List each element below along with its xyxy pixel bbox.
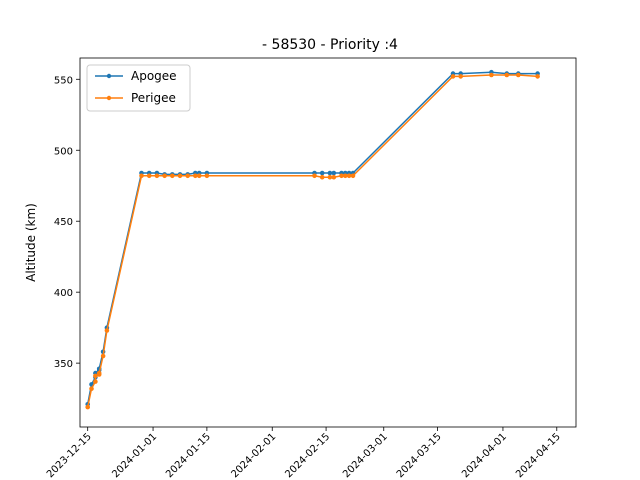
y-tick-label: 550 (54, 75, 73, 86)
y-tick-label: 400 (54, 288, 73, 299)
data-point-perigee (100, 353, 106, 359)
data-point-perigee (489, 72, 494, 78)
data-point-perigee (93, 373, 98, 379)
data-point-perigee (504, 72, 510, 78)
y-tick-label: 450 (54, 217, 73, 228)
y-axis-title: Altitude (km) (24, 203, 38, 282)
data-point-perigee (170, 173, 175, 179)
data-point-perigee (331, 174, 337, 180)
data-point-perigee (346, 173, 352, 179)
data-point-apogee (319, 170, 325, 176)
data-point-perigee (196, 173, 202, 179)
data-point-perigee (204, 173, 210, 179)
data-point-perigee (312, 173, 317, 179)
data-point-apogee (327, 170, 333, 176)
data-point-perigee (154, 173, 160, 179)
data-point-perigee (177, 173, 183, 179)
data-point-perigee (319, 174, 325, 180)
data-point-perigee (162, 173, 167, 179)
data-point-perigee (185, 173, 190, 179)
data-point-perigee (516, 72, 521, 78)
data-point-perigee (535, 74, 540, 79)
legend-label-perigee: Perigee (131, 91, 176, 105)
data-point-perigee (85, 404, 90, 410)
data-point-perigee (339, 173, 344, 179)
data-point-perigee (93, 379, 98, 384)
y-axis: 350 400 450 500 550 (54, 75, 80, 370)
data-point-perigee (139, 173, 144, 179)
legend-marker-perigee (106, 95, 112, 101)
data-point-perigee (96, 370, 102, 376)
data-point-perigee (193, 173, 198, 179)
data-point-perigee (343, 173, 348, 179)
legend-label-apogee: Apogee (131, 69, 177, 83)
y-tick-label: 500 (54, 146, 73, 157)
chart-title: - 58530 - Priority :4 (262, 37, 398, 53)
series-layer (85, 69, 540, 410)
data-point-perigee (104, 328, 110, 333)
legend-marker-apogee (106, 73, 112, 79)
data-point-apogee (331, 170, 337, 176)
legend: Apogee Perigee (86, 64, 191, 112)
data-point-perigee (458, 74, 464, 79)
data-point-perigee (327, 174, 333, 180)
y-tick-label: 350 (54, 359, 73, 370)
data-point-perigee (146, 173, 152, 179)
data-point-perigee (350, 173, 356, 179)
plot-frame (79, 57, 577, 428)
data-point-perigee (89, 386, 94, 392)
data-point-perigee (450, 74, 456, 79)
